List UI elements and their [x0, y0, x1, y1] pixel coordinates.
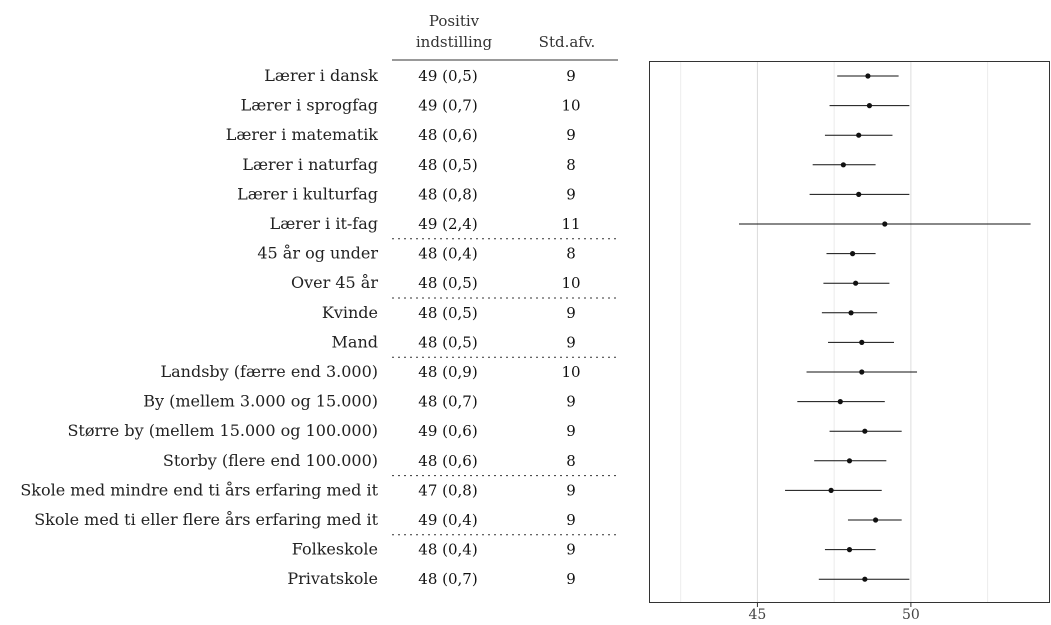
point-estimate [859, 369, 865, 375]
row-label: Mand [332, 332, 378, 351]
row-estimate: 48 (0,6) [418, 126, 477, 144]
row-sd: 9 [566, 481, 576, 499]
point-estimate [859, 339, 865, 345]
point-estimate [840, 162, 846, 168]
row-estimate: 49 (0,5) [418, 67, 477, 85]
row-sd: 10 [561, 97, 580, 115]
row-estimate: 47 (0,8) [418, 481, 477, 499]
row-label: Lærer i sprogfag [241, 96, 378, 115]
row-sd: 9 [566, 304, 576, 322]
point-estimate [882, 221, 888, 227]
row-label: Over 45 år [291, 273, 378, 292]
plot-panel [649, 61, 1050, 603]
row-label: 45 år og under [257, 244, 378, 263]
row-estimate: 49 (0,4) [418, 511, 477, 529]
row-sd: 9 [566, 570, 576, 588]
row-estimate: 48 (0,5) [418, 274, 477, 292]
point-estimate [866, 103, 873, 109]
table-header: Positiv indstilling Std.afv. [392, 12, 618, 61]
point-estimate [846, 547, 853, 553]
row-sd: 9 [566, 126, 576, 144]
point-estimate [853, 280, 859, 286]
row-sd: 9 [566, 393, 576, 411]
row-label: Lærer i naturfag [242, 155, 378, 174]
point-estimate [872, 517, 879, 523]
row-sd: 8 [566, 245, 576, 263]
x-tick-label: 50 [902, 607, 920, 623]
row-sd: 10 [561, 274, 580, 292]
row-label: Skole med ti eller flere års erfaring me… [34, 510, 378, 529]
row-sd: 9 [566, 541, 576, 559]
row-sd: 9 [566, 185, 576, 203]
row-sd: 9 [566, 422, 576, 440]
point-estimate [828, 487, 834, 493]
row-sd: 8 [566, 156, 576, 174]
point-estimate [865, 73, 871, 79]
row-label: By (mellem 3.000 og 15.000) [143, 392, 378, 411]
row-estimate: 49 (2,4) [418, 215, 477, 233]
row-estimate: 48 (0,7) [418, 393, 477, 411]
row-estimate: 48 (0,4) [418, 245, 477, 263]
row-sd: 11 [561, 215, 580, 233]
row-estimate: 48 (0,5) [418, 304, 477, 322]
point-estimate [846, 458, 853, 464]
point-estimate [837, 399, 843, 405]
row-estimate: 48 (0,8) [418, 185, 477, 203]
header-sd: Std.afv. [539, 33, 596, 51]
row-estimate: 48 (0,6) [418, 452, 477, 470]
row-sd: 10 [561, 363, 580, 381]
row-label: Storby (flere end 100.000) [163, 451, 378, 470]
row-estimate: 48 (0,4) [418, 541, 477, 559]
row-estimate: 48 (0,5) [418, 333, 477, 351]
panel-border [649, 61, 1050, 603]
point-estimate [862, 428, 868, 434]
row-estimate: 49 (0,7) [418, 97, 477, 115]
point-estimate [862, 576, 868, 582]
row-estimate: 48 (0,5) [418, 156, 477, 174]
row-label: Lærer i dansk [264, 66, 378, 85]
point-estimate [856, 132, 862, 138]
header-estimate-line1: Positiv [429, 12, 480, 30]
row-label: Større by (mellem 15.000 og 100.000) [67, 421, 378, 440]
row-sd: 9 [566, 333, 576, 351]
row-estimate: 48 (0,9) [418, 363, 477, 381]
gridlines [680, 62, 989, 602]
x-axis: 45 50 [749, 602, 920, 623]
row-label: Lærer i it-fag [270, 214, 378, 233]
point-estimate [849, 251, 856, 257]
row-label: Kvinde [322, 303, 378, 322]
row-label: Folkeskole [292, 540, 378, 559]
row-sd: 9 [566, 511, 576, 529]
row-estimate: 48 (0,7) [418, 570, 477, 588]
row-sd: 9 [566, 67, 576, 85]
row-label: Lærer i kulturfag [237, 184, 378, 203]
table-body: Lærer i dansk 49 (0,5) 9 Lærer i sprogfag 49… [20, 66, 618, 588]
row-label: Privatskole [287, 569, 378, 588]
row-label: Lærer i matematik [226, 125, 379, 144]
header-estimate-line2: indstilling [416, 33, 493, 51]
point-estimate [848, 310, 854, 316]
point-estimate [856, 191, 862, 197]
row-label: Skole med mindre end ti års erfaring med… [20, 480, 378, 499]
x-tick-label: 45 [749, 607, 767, 623]
row-label: Landsby (færre end 3.000) [161, 362, 379, 381]
row-sd: 8 [566, 452, 576, 470]
row-estimate: 49 (0,6) [418, 422, 477, 440]
estimate-marks [739, 73, 1031, 582]
